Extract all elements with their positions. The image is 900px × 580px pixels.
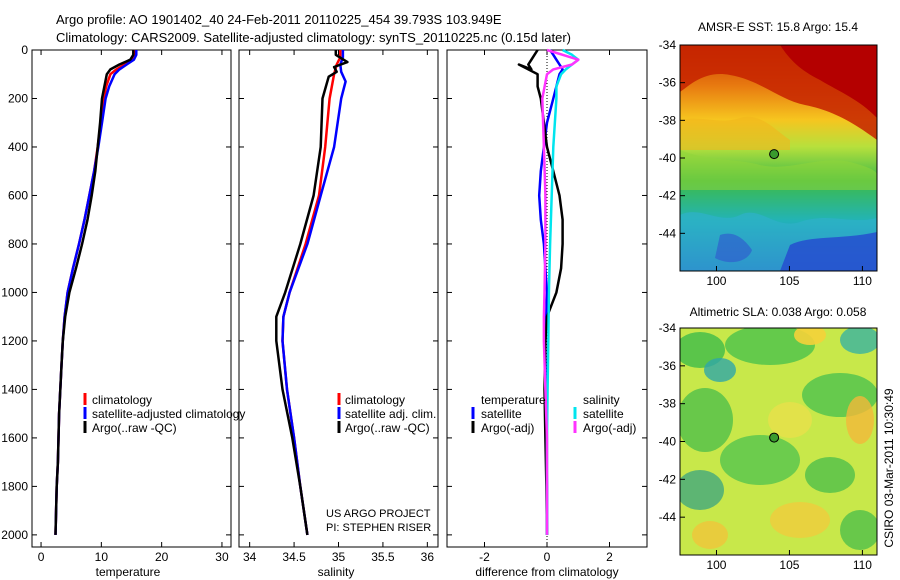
legend-label: satellite adj. clim. [345,407,436,421]
header-line-2: Climatology: CARS2009. Satellite-adjuste… [56,30,571,45]
pi-credit: PI: STEPHEN RISER [326,522,431,534]
map-y-tick-label: -40 [659,151,677,165]
salinity-legend: climatology satellite adj. clim. Argo(..… [337,393,436,435]
legend-label: Argo(..raw -QC) [345,421,430,435]
y-tick-label: 800 [8,237,28,251]
legend-label: Argo(-adj) [481,421,534,435]
x-tick-label: 0 [38,550,45,564]
map-y-tick-label: -42 [659,472,677,486]
y-tick-label: 1000 [1,285,28,299]
header-line-1: Argo profile: AO 1901402_40 24-Feb-2011 … [56,12,502,27]
map-x-tick-label: 105 [779,274,799,288]
temperature-legend: climatology satellite-adjusted climatolo… [83,393,245,435]
x-tick-label: 34 [243,550,257,564]
x-tick-label: 10 [95,550,109,564]
y-tick-label: 600 [8,188,28,202]
sla-map-axes: 100 105 110 -34 -36 -38 -40 -42 -44 [659,321,873,572]
legend-label: Argo(-adj) [583,421,636,435]
series-salinity-argo-adj- [541,48,580,535]
salinity-xlabel: salinity [318,565,355,579]
series-argo-raw-qc- [54,50,135,535]
map-y-tick-label: -34 [659,321,677,335]
sst-map-title: AMSR-E SST: 15.8 Argo: 15.4 [698,20,858,34]
legend-heading-temperature: temperature [481,393,546,407]
legend-label: satellite [481,407,522,421]
map-y-tick-label: -36 [659,359,677,373]
map-y-tick-label: -38 [659,397,677,411]
x-tick-label: 35 [332,550,346,564]
temperature-panel [31,49,232,548]
legend-label: satellite [583,407,624,421]
sst-map-axes: 100 105 110 -34 -36 -38 -40 -42 -44 [659,38,873,288]
salinity-plot: 34 34.5 35 35.5 36 [239,49,438,564]
x-tick-label: -2 [479,550,490,564]
x-tick-label: 0 [544,550,551,564]
map-x-tick-label: 100 [706,274,726,288]
x-tick-label: 34.5 [282,550,306,564]
sla-map-image [680,328,877,555]
y-tick-label: 0 [21,43,28,57]
map-x-tick-label: 110 [853,558,872,572]
series-argo-raw-qc- [275,50,349,536]
series-climatology [281,50,342,536]
series-salinity-satellite [545,48,580,535]
x-tick-label: 35.5 [371,550,395,564]
difference-legend: temperature salinity satellite Argo(-adj… [471,393,636,435]
sst-argo-marker [769,149,780,160]
map-x-tick-label: 110 [853,274,872,288]
series-satellite-adj-clim- [281,50,347,536]
y-tick-label: 200 [8,91,28,105]
map-y-tick-label: -44 [659,510,677,524]
sla-map-title: Altimetric SLA: 0.038 Argo: 0.058 [690,305,867,319]
project-credit: US ARGO PROJECT [326,508,431,520]
y-tick-label: 2000 [1,528,28,542]
y-tick-label: 1400 [1,382,28,396]
legend-label: Argo(..raw -QC) [92,421,177,435]
series-satellite-adjusted-climatology [54,50,138,535]
x-tick-label: 36 [421,550,435,564]
x-tick-label: 20 [155,550,169,564]
sla-argo-marker [769,432,780,443]
legend-heading-salinity: salinity [583,393,620,407]
timestamp-stamp: CSIRO 03-Mar-2011 10:30:49 [882,388,896,548]
x-tick-label: 2 [606,550,613,564]
map-x-tick-label: 100 [706,558,726,572]
x-tick-label: 30 [215,550,229,564]
temperature-xlabel: temperature [96,565,161,579]
map-y-tick-label: -40 [659,435,677,449]
difference-plot: -2 0 2 [447,48,647,564]
sst-map-image [680,45,877,271]
difference-xlabel: difference from climatology [475,565,618,579]
map-y-tick-label: -34 [659,38,677,52]
map-y-tick-label: -44 [659,226,677,240]
y-tick-label: 1600 [1,431,28,445]
legend-label: climatology [92,393,152,407]
map-y-tick-label: -36 [659,76,677,90]
y-tick-label: 400 [8,140,28,154]
legend-label: climatology [345,393,405,407]
y-tick-label: 1800 [1,479,28,493]
map-x-tick-label: 105 [779,558,799,572]
map-y-tick-label: -38 [659,113,677,127]
map-y-tick-label: -42 [659,189,677,203]
y-tick-label: 1200 [1,334,28,348]
temperature-plot: 0 10 20 30 0 200 400 600 800 1000 1200 1400 1600 1800… [1,43,231,564]
legend-label: satellite-adjusted climatology [92,407,245,421]
